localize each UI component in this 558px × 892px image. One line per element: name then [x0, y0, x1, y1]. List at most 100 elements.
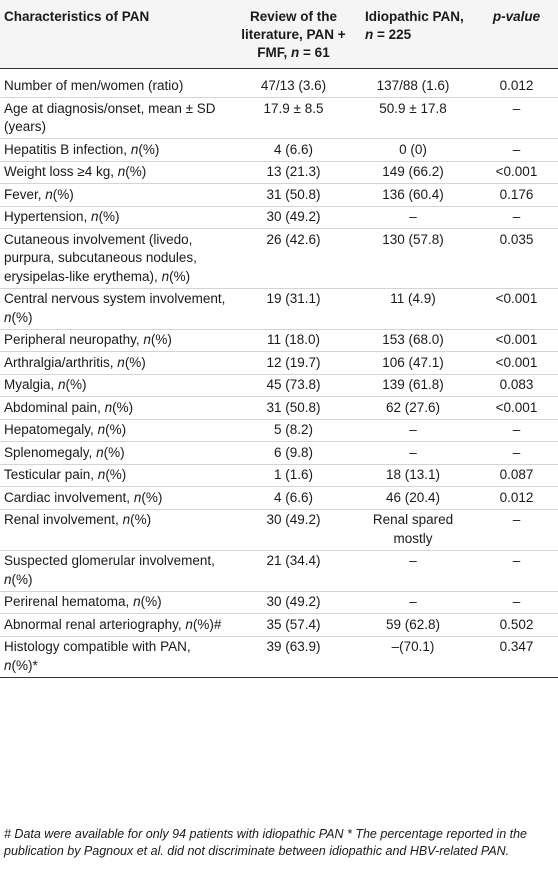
idiopathic-value: 106 (47.1) [382, 354, 444, 370]
p-value: 0.087 [499, 467, 534, 482]
row-label: Cardiac involvement, n(%) [4, 489, 163, 505]
p-value: – [512, 444, 521, 460]
table-row: Perirenal hematoma, n(%) 30 (49.2) – – [0, 591, 558, 614]
idiopathic-value: 50.9 ± 17.8 [379, 100, 447, 116]
literature-value: 26 (42.6) [266, 231, 321, 247]
idiopathic-value: – [409, 444, 417, 460]
row-label: Cutaneous involvement (livedo, purpura, … [4, 231, 197, 284]
p-value: – [512, 594, 521, 609]
p-value: – [512, 422, 521, 437]
p-value: – [512, 100, 521, 116]
row-label: Abdominal pain, n(%) [4, 399, 134, 415]
literature-value: 30 (49.2) [266, 512, 321, 527]
table-row: Cardiac involvement, n(%) 4 (6.6) 46 (20.4… [0, 487, 558, 509]
p-value: 0.083 [499, 377, 534, 392]
table-row: Fever, n(%) 31 (50.8) 136 (60.4) 0.176 [0, 184, 558, 206]
p-value: 0.502 [499, 616, 534, 632]
idiopathic-value: 139 (61.8) [382, 377, 444, 392]
idiopathic-value: 137/88 (1.6) [376, 78, 450, 93]
literature-value: 4 (6.6) [273, 141, 314, 157]
literature-value: 21 (34.4) [266, 553, 321, 568]
literature-value: 17.9 ± 8.5 [263, 100, 324, 116]
table-row: Myalgia, n(%) 45 (73.8) 139 (61.8) 0.083 [0, 374, 558, 397]
p-value: – [512, 553, 521, 568]
p-value: <0.001 [495, 332, 538, 347]
literature-value: 30 (49.2) [266, 594, 321, 609]
comparison-table: Characteristics of PAN Review of the lit… [0, 0, 558, 677]
row-label: Weight loss ≥4 kg, n(%) [4, 164, 147, 179]
idiopathic-value: 59 (62.8) [385, 616, 441, 632]
row-label: Splenomegaly, n(%) [4, 444, 125, 460]
table-row: Central nervous system involvement, n(%)… [0, 288, 558, 329]
idiopathic-value: – [409, 594, 417, 609]
idiopathic-value: – [409, 209, 417, 224]
literature-value: 35 (57.4) [266, 616, 321, 632]
table-row: Number of men/women (ratio) 47/13 (3.6) 13… [0, 69, 558, 98]
table-row: Hypertension, n(%) 30 (49.2) – – [0, 206, 558, 229]
row-label: Testicular pain, n(%) [4, 467, 127, 482]
header-idiopathic: Idiopathic PAN, n = 225 [355, 0, 475, 69]
header-p-value: p-value [475, 0, 558, 69]
literature-value: 31 (50.8) [266, 186, 321, 202]
row-label: Hepatomegaly, n(%) [4, 422, 127, 437]
idiopathic-value: – [409, 553, 417, 568]
p-value: – [512, 512, 521, 527]
table-row: Suspected glomerular involvement, n(%) 21… [0, 550, 558, 591]
idiopathic-value: 130 (57.8) [382, 231, 444, 247]
literature-value: 39 (63.9) [266, 639, 321, 654]
table-row: Abnormal renal arteriography, n(%)# 35 (5… [0, 614, 558, 636]
table-footnote: # Data were available for only 94 patien… [4, 827, 527, 858]
row-label: Number of men/women (ratio) [4, 78, 184, 93]
idiopathic-value: 0 (0) [399, 141, 427, 157]
header-row: Characteristics of PAN Review of the lit… [0, 0, 558, 69]
row-label: Hypertension, n(%) [4, 209, 120, 224]
table-row: Testicular pain, n(%) 1 (1.6) 18 (13.1) 0.0… [0, 464, 558, 487]
p-value: <0.001 [495, 399, 538, 415]
row-label: Age at diagnosis/onset, mean ± SD (years… [4, 100, 216, 135]
literature-value: 1 (1.6) [273, 467, 314, 482]
row-label: Central nervous system involvement, n(%) [4, 291, 226, 325]
idiopathic-value: 149 (66.2) [382, 164, 444, 179]
p-value: 0.347 [499, 639, 534, 654]
idiopathic-value: – [409, 422, 417, 437]
table-row: Weight loss ≥4 kg, n(%) 13 (21.3) 149 (66.… [0, 161, 558, 184]
literature-value: 47/13 (3.6) [260, 78, 327, 93]
row-label: Perirenal hematoma, n(%) [4, 594, 162, 609]
row-label: Renal involvement, n(%) [4, 512, 152, 527]
row-label: Histology compatible with PAN, n(%)* [4, 639, 191, 673]
literature-value: 31 (50.8) [266, 399, 321, 415]
idiopathic-value: 136 (60.4) [382, 186, 444, 202]
table-row: Cutaneous involvement (livedo, purpura, … [0, 229, 558, 288]
row-label: Fever, n(%) [4, 186, 74, 202]
header-literature: Review of the literature, PAN + FMF, n =… [232, 0, 355, 69]
p-value: – [512, 141, 521, 157]
table-row: Arthralgia/arthritis, n(%) 12 (19.7) 106 (… [0, 352, 558, 374]
idiopathic-value: 18 (13.1) [385, 467, 441, 482]
table-row: Hepatitis B infection, n(%) 4 (6.6) 0 (0) – [0, 139, 558, 161]
idiopathic-value: Renal spared mostly [372, 512, 454, 546]
table-row: Age at diagnosis/onset, mean ± SD (years… [0, 98, 558, 139]
row-label: Myalgia, n(%) [4, 377, 87, 392]
row-label: Suspected glomerular involvement, n(%) [4, 553, 215, 587]
literature-value: 19 (31.1) [266, 291, 321, 306]
p-value: 0.012 [499, 489, 534, 505]
table-row: Peripheral neuropathy, n(%) 11 (18.0) 153 … [0, 329, 558, 352]
idiopathic-value: 11 (4.9) [390, 291, 436, 306]
p-value: <0.001 [495, 354, 538, 370]
row-label: Abnormal renal arteriography, n(%)# [4, 616, 222, 632]
p-value: 0.176 [499, 186, 534, 202]
header-characteristics: Characteristics of PAN [0, 0, 232, 69]
literature-value: 30 (49.2) [266, 209, 321, 224]
literature-value: 4 (6.6) [273, 489, 314, 505]
table-body: Number of men/women (ratio) 47/13 (3.6) 13… [0, 69, 558, 677]
table-row: Hepatomegaly, n(%) 5 (8.2) – – [0, 419, 558, 442]
row-label: Hepatitis B infection, n(%) [4, 141, 160, 157]
idiopathic-value: –(70.1) [391, 639, 435, 654]
literature-value: 6 (9.8) [273, 444, 314, 460]
idiopathic-value: 46 (20.4) [385, 489, 441, 505]
literature-value: 13 (21.3) [266, 164, 321, 179]
p-value: 0.012 [499, 78, 534, 93]
literature-value: 11 (18.0) [266, 332, 321, 347]
table-row: Abdominal pain, n(%) 31 (50.8) 62 (27.6) <0… [0, 397, 558, 419]
